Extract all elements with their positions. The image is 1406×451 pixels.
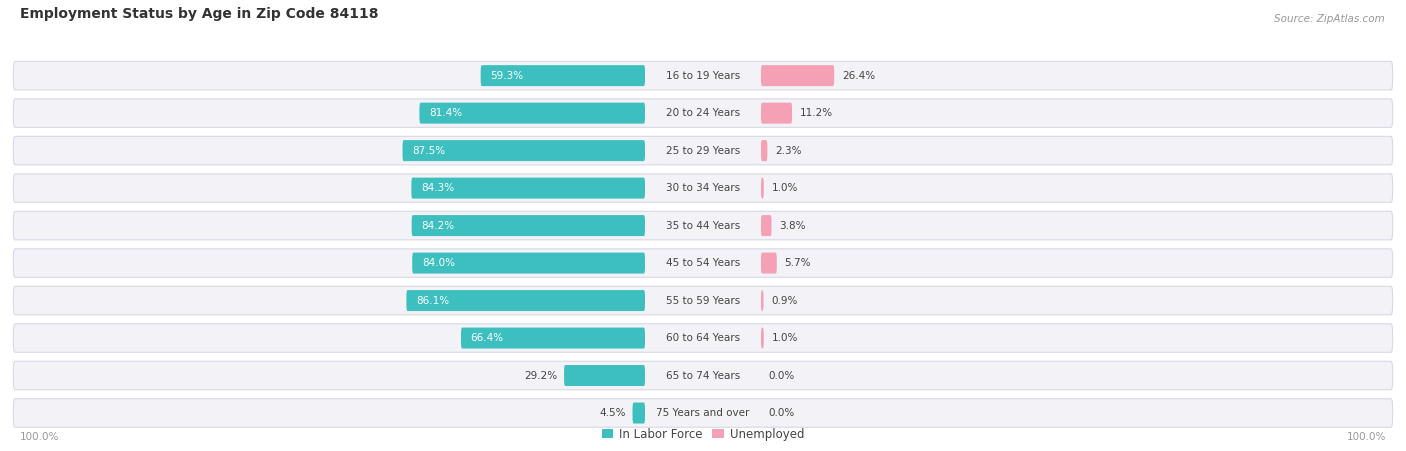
- FancyBboxPatch shape: [14, 399, 1392, 427]
- FancyBboxPatch shape: [14, 136, 1392, 165]
- FancyBboxPatch shape: [14, 249, 1392, 277]
- FancyBboxPatch shape: [761, 215, 772, 236]
- Text: Employment Status by Age in Zip Code 84118: Employment Status by Age in Zip Code 841…: [20, 7, 378, 21]
- Text: 66.4%: 66.4%: [471, 333, 503, 343]
- FancyBboxPatch shape: [14, 99, 1392, 127]
- Text: 25 to 29 Years: 25 to 29 Years: [666, 146, 740, 156]
- Text: 20 to 24 Years: 20 to 24 Years: [666, 108, 740, 118]
- FancyBboxPatch shape: [761, 290, 763, 311]
- Text: 2.3%: 2.3%: [775, 146, 801, 156]
- Text: 45 to 54 Years: 45 to 54 Years: [666, 258, 740, 268]
- Text: 5.7%: 5.7%: [785, 258, 811, 268]
- FancyBboxPatch shape: [412, 178, 645, 198]
- FancyBboxPatch shape: [412, 253, 645, 274]
- FancyBboxPatch shape: [461, 327, 645, 349]
- Text: 0.0%: 0.0%: [769, 408, 794, 418]
- FancyBboxPatch shape: [633, 403, 645, 423]
- FancyBboxPatch shape: [14, 174, 1392, 202]
- FancyBboxPatch shape: [402, 140, 645, 161]
- Text: 1.0%: 1.0%: [772, 183, 797, 193]
- FancyBboxPatch shape: [14, 212, 1392, 240]
- Text: 0.9%: 0.9%: [772, 295, 797, 306]
- FancyBboxPatch shape: [14, 324, 1392, 352]
- Text: 87.5%: 87.5%: [412, 146, 446, 156]
- FancyBboxPatch shape: [406, 290, 645, 311]
- FancyBboxPatch shape: [14, 61, 1392, 90]
- Text: 84.2%: 84.2%: [422, 221, 454, 230]
- Text: 3.8%: 3.8%: [779, 221, 806, 230]
- FancyBboxPatch shape: [14, 361, 1392, 390]
- Text: 65 to 74 Years: 65 to 74 Years: [666, 371, 740, 381]
- FancyBboxPatch shape: [761, 140, 768, 161]
- Text: 0.0%: 0.0%: [769, 371, 794, 381]
- FancyBboxPatch shape: [481, 65, 645, 86]
- Text: 11.2%: 11.2%: [800, 108, 832, 118]
- Text: 100.0%: 100.0%: [1347, 433, 1386, 442]
- Text: 60 to 64 Years: 60 to 64 Years: [666, 333, 740, 343]
- Text: 4.5%: 4.5%: [599, 408, 626, 418]
- Text: 35 to 44 Years: 35 to 44 Years: [666, 221, 740, 230]
- Text: 29.2%: 29.2%: [524, 371, 558, 381]
- Text: 55 to 59 Years: 55 to 59 Years: [666, 295, 740, 306]
- Text: 75 Years and over: 75 Years and over: [657, 408, 749, 418]
- Text: 1.0%: 1.0%: [772, 333, 797, 343]
- Text: 26.4%: 26.4%: [842, 71, 875, 81]
- Text: 84.0%: 84.0%: [422, 258, 456, 268]
- FancyBboxPatch shape: [412, 215, 645, 236]
- Text: 81.4%: 81.4%: [429, 108, 463, 118]
- Text: 84.3%: 84.3%: [420, 183, 454, 193]
- FancyBboxPatch shape: [761, 178, 763, 198]
- Legend: In Labor Force, Unemployed: In Labor Force, Unemployed: [598, 423, 808, 446]
- FancyBboxPatch shape: [761, 253, 776, 274]
- Text: 100.0%: 100.0%: [20, 433, 59, 442]
- Text: 16 to 19 Years: 16 to 19 Years: [666, 71, 740, 81]
- FancyBboxPatch shape: [419, 103, 645, 124]
- Text: 86.1%: 86.1%: [416, 295, 449, 306]
- FancyBboxPatch shape: [564, 365, 645, 386]
- FancyBboxPatch shape: [761, 103, 792, 124]
- FancyBboxPatch shape: [761, 65, 834, 86]
- FancyBboxPatch shape: [761, 327, 763, 349]
- Text: 59.3%: 59.3%: [491, 71, 523, 81]
- Text: Source: ZipAtlas.com: Source: ZipAtlas.com: [1274, 14, 1385, 23]
- Text: 30 to 34 Years: 30 to 34 Years: [666, 183, 740, 193]
- FancyBboxPatch shape: [14, 286, 1392, 315]
